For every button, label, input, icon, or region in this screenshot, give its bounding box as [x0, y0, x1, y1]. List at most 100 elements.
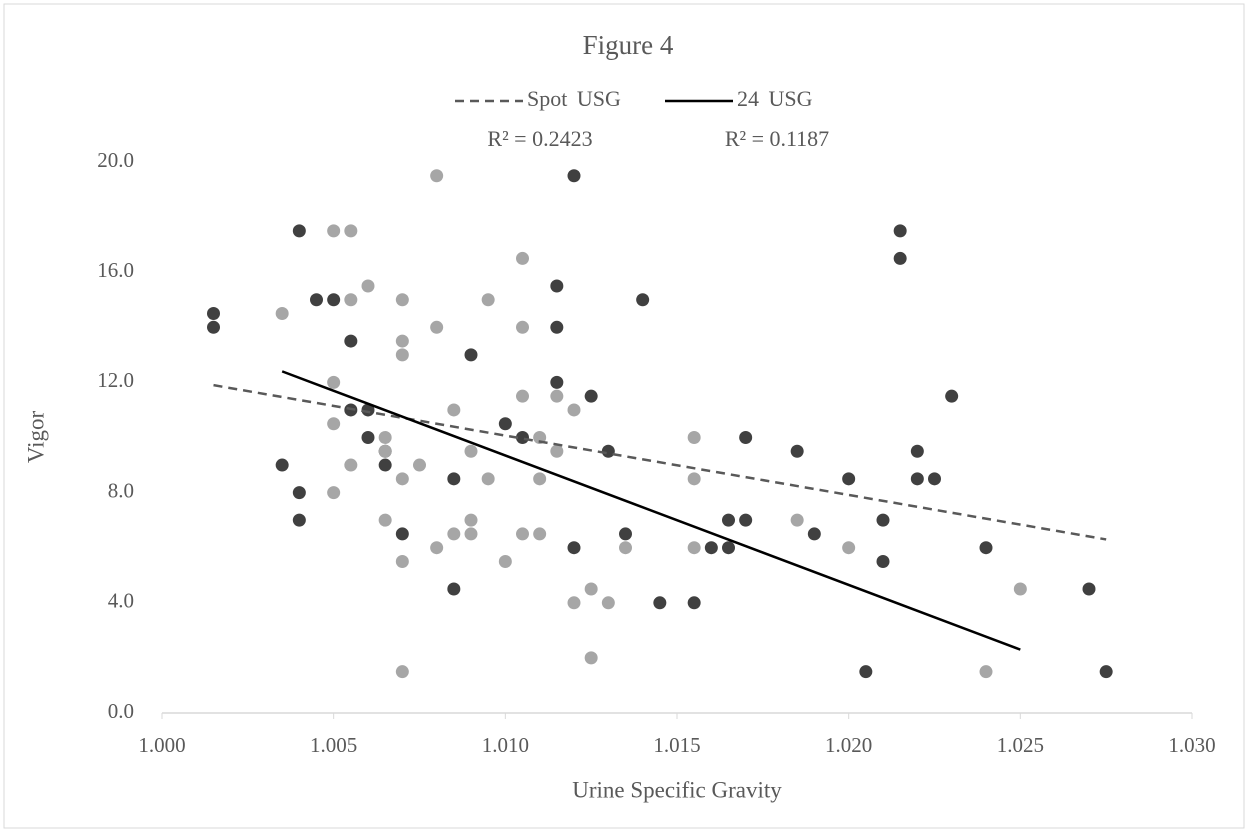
point [275, 307, 289, 321]
point [704, 541, 718, 555]
point [395, 293, 409, 307]
point [979, 541, 993, 555]
point [378, 513, 392, 527]
point [498, 417, 512, 431]
point [516, 251, 529, 265]
point [584, 389, 598, 403]
point [1082, 582, 1096, 596]
point [842, 541, 856, 555]
legend-label: 24 USG [737, 86, 813, 111]
point [395, 554, 409, 568]
point [619, 541, 632, 555]
point [327, 486, 341, 500]
point [550, 389, 564, 403]
point [516, 527, 529, 541]
point [275, 458, 289, 472]
y-axis-title: Vigor [23, 411, 48, 464]
point [292, 513, 306, 527]
r2-label: R² = 0.1187 [725, 126, 829, 151]
point [807, 527, 821, 541]
point [413, 458, 426, 472]
point [910, 444, 924, 458]
point [601, 444, 615, 458]
r2-label: R² = 0.2423 [487, 126, 592, 151]
point [739, 513, 753, 527]
point [550, 444, 564, 458]
point [378, 458, 392, 472]
point [687, 472, 701, 486]
point [910, 472, 924, 486]
chart-border [3, 3, 1245, 829]
point [687, 596, 701, 610]
trend-line [213, 383, 1107, 541]
x-tick-label: 1.015 [653, 733, 700, 757]
point [722, 513, 735, 527]
trend-line [281, 370, 1021, 651]
point [739, 431, 753, 444]
point [790, 513, 804, 527]
y-tick-label: 16.0 [97, 258, 134, 282]
x-tick-label: 1.010 [482, 733, 529, 757]
point [310, 293, 323, 307]
point [430, 169, 444, 183]
point [430, 541, 444, 555]
point [464, 348, 478, 362]
point [567, 403, 581, 417]
point [395, 334, 409, 348]
point [876, 554, 890, 568]
point [361, 403, 375, 417]
point [876, 513, 890, 527]
point [395, 665, 409, 679]
y-tick-label: 0.0 [108, 699, 134, 723]
point [292, 224, 306, 238]
y-tick-label: 20.0 [97, 148, 134, 172]
y-tick-label: 8.0 [108, 478, 134, 502]
point [1013, 582, 1027, 596]
point [344, 293, 358, 307]
point [395, 348, 409, 362]
point [636, 293, 650, 307]
point [395, 527, 409, 541]
point [344, 458, 358, 472]
x-tick-label: 1.005 [310, 733, 357, 757]
point [464, 513, 478, 527]
legend-label: Spot USG [527, 86, 621, 111]
point [550, 375, 564, 389]
point [1099, 665, 1113, 679]
point [550, 279, 564, 293]
x-axis-title: Urine Specific Gravity [572, 777, 782, 802]
point [790, 444, 804, 458]
point [447, 403, 461, 417]
point [550, 320, 564, 334]
point [928, 472, 941, 486]
chart-title: Figure 4 [583, 30, 674, 60]
point [498, 554, 512, 568]
point [893, 251, 907, 265]
x-tick-label: 1.030 [1168, 733, 1215, 757]
point [567, 541, 581, 555]
point [327, 375, 341, 389]
point [945, 389, 959, 403]
point [207, 307, 220, 321]
point [327, 293, 341, 307]
x-tick-label: 1.000 [138, 733, 185, 757]
point [567, 596, 581, 610]
point [893, 224, 907, 238]
point [722, 541, 735, 555]
point [601, 596, 615, 610]
point [395, 472, 409, 486]
point [292, 486, 306, 500]
x-tick-label: 1.020 [825, 733, 872, 757]
point [447, 582, 461, 596]
point [516, 389, 529, 403]
point [533, 527, 547, 541]
y-tick-label: 4.0 [108, 589, 134, 613]
point [447, 472, 461, 486]
point [378, 431, 392, 444]
point [584, 651, 598, 665]
point [516, 431, 529, 444]
point [533, 472, 547, 486]
point [430, 320, 444, 334]
point [378, 444, 392, 458]
point [687, 541, 701, 555]
